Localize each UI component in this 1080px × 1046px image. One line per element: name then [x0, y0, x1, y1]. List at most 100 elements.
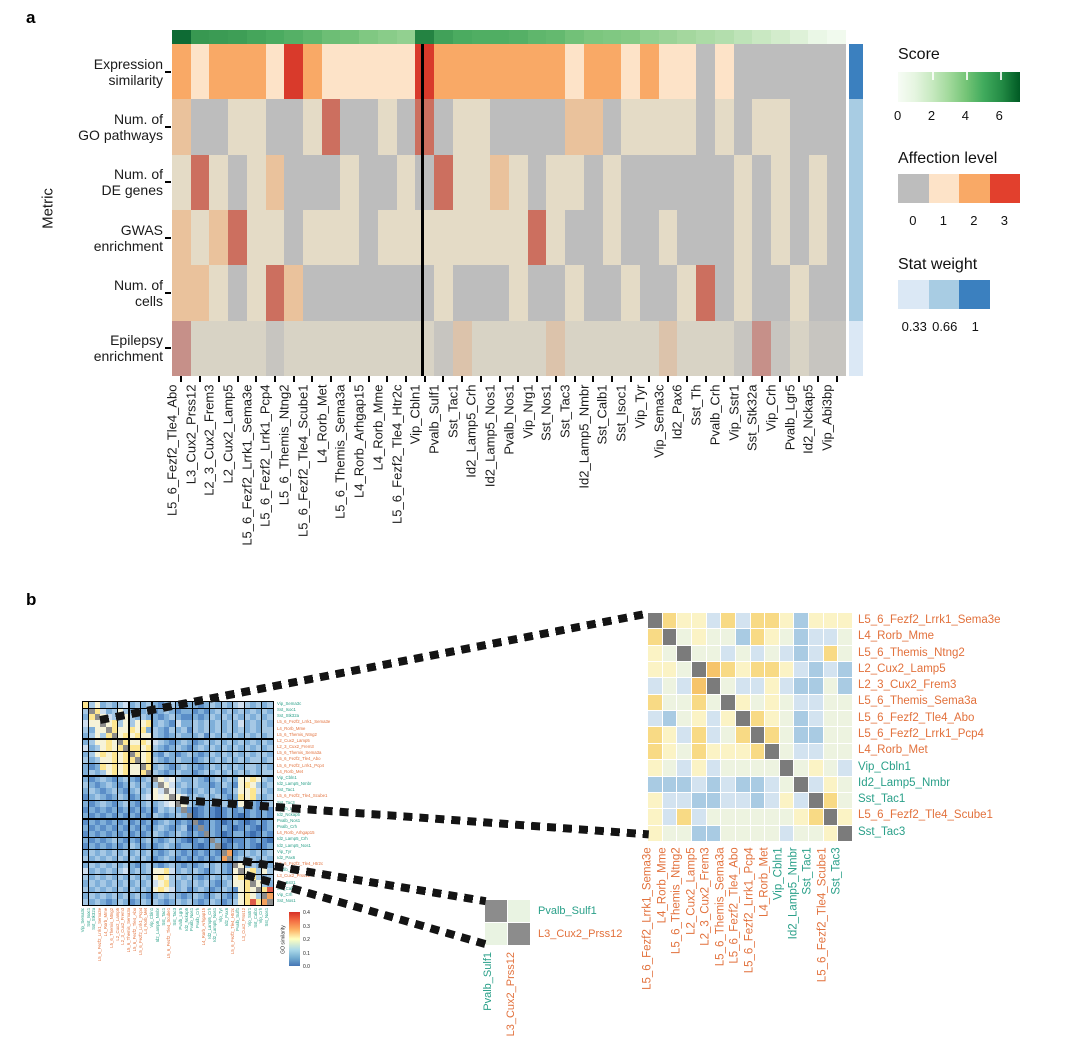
go-cell — [169, 880, 176, 887]
zoom2-row-label: Pvalb_Sulf1 — [538, 905, 597, 917]
affection-cell — [265, 154, 285, 210]
go-cell — [244, 849, 250, 856]
go-cell — [117, 880, 124, 887]
go-cell — [215, 788, 222, 795]
stat-legend-swatches — [898, 280, 990, 309]
affection-cell — [640, 154, 659, 210]
zoom14-cell — [838, 760, 852, 776]
go-cell — [152, 788, 158, 795]
bottom-tick — [629, 376, 632, 382]
go-cell — [192, 874, 199, 881]
go-cell — [134, 788, 141, 795]
go-cell — [175, 892, 181, 899]
go-cell — [232, 781, 239, 789]
go-cell — [163, 812, 170, 819]
zoom14-cell — [765, 727, 779, 743]
go-cell — [94, 898, 101, 905]
affection-cell — [471, 44, 491, 100]
go-cell — [140, 775, 147, 782]
affection-cell — [827, 154, 846, 210]
zoom14-cell — [662, 825, 677, 841]
affection-cell — [265, 99, 285, 155]
go-cell — [175, 818, 181, 826]
affection-cell — [827, 209, 846, 266]
go-cell — [186, 892, 193, 899]
go-cell — [88, 726, 95, 733]
go-cell — [198, 874, 204, 881]
affection-legend-title: Affection level — [898, 150, 998, 167]
affection-cell — [696, 320, 715, 376]
go-cell — [221, 898, 227, 905]
zoom14-cell — [823, 776, 838, 792]
go-cell — [255, 745, 262, 752]
zoom14-cell — [721, 645, 735, 662]
go-cell — [238, 818, 245, 826]
go-cell — [255, 818, 262, 826]
score-cell — [359, 30, 378, 44]
go-row-label: Pvalb_Nos1 — [277, 817, 301, 823]
affection-cell — [434, 320, 453, 376]
go-cell — [192, 886, 199, 893]
go-cell — [94, 831, 101, 838]
bottom-tick — [442, 376, 445, 382]
go-cell — [203, 806, 210, 813]
go-cell — [83, 800, 89, 807]
affection-cell — [377, 154, 397, 210]
go-cell — [232, 745, 239, 752]
go-cell — [198, 843, 204, 850]
go-cell — [198, 751, 204, 758]
go-cell — [209, 757, 216, 764]
score-tick-label: 2 — [927, 108, 936, 123]
stat-legend-title: Stat weight — [898, 256, 978, 273]
celltype-column-label: Sst_Th — [688, 384, 704, 426]
go-cell — [157, 763, 164, 770]
go-cell — [100, 843, 107, 850]
go-cell — [261, 757, 268, 764]
go-cell — [255, 892, 262, 899]
zoom14-cell — [721, 711, 735, 727]
go-cell — [215, 849, 222, 856]
go-row-label: Id2_Lamp5_Crh — [277, 836, 308, 842]
go-cell — [100, 738, 107, 746]
affection-cell — [340, 99, 360, 155]
celltype-column-label: L4_Rorb_Arhgap15 — [351, 384, 367, 498]
affection-cell — [172, 320, 191, 376]
score-cell — [209, 30, 229, 44]
go-cell — [244, 757, 250, 764]
zoom14-cell — [706, 711, 721, 727]
go-cell — [267, 898, 273, 905]
left-tick — [165, 236, 171, 239]
go-cell — [232, 763, 239, 770]
affection-cell — [752, 99, 772, 155]
go-cell — [111, 751, 118, 758]
go-cell — [146, 745, 153, 752]
go-cell — [180, 861, 187, 869]
zoom14-cell — [750, 792, 765, 809]
zoom14-cell — [648, 711, 662, 727]
go-cell — [163, 720, 170, 727]
go-cell — [198, 831, 204, 838]
go-cell — [203, 732, 210, 739]
go-cell — [140, 745, 147, 752]
go-cell — [152, 763, 158, 770]
affection-cell — [658, 320, 678, 376]
go-cell — [117, 781, 124, 789]
go-cell — [169, 714, 176, 721]
go-cell — [111, 732, 118, 739]
zoom14-cell — [750, 825, 765, 841]
block-line-h — [83, 775, 273, 777]
affection-label: 1 — [939, 213, 947, 228]
go-cell — [100, 757, 107, 764]
go-cell — [111, 831, 118, 838]
go-cell — [198, 855, 204, 862]
go-cell — [157, 720, 164, 727]
zoom14-row-label: L4_Rorb_Met — [858, 744, 928, 757]
affection-cell — [396, 44, 416, 100]
go-cell — [192, 781, 199, 789]
go-cell — [226, 892, 233, 899]
go-cell — [192, 825, 199, 832]
go-cell — [163, 849, 170, 856]
zoom14-cell — [721, 809, 735, 825]
go-column-label: L4_Rorb_Mme — [103, 907, 109, 937]
go-cell — [192, 818, 199, 826]
